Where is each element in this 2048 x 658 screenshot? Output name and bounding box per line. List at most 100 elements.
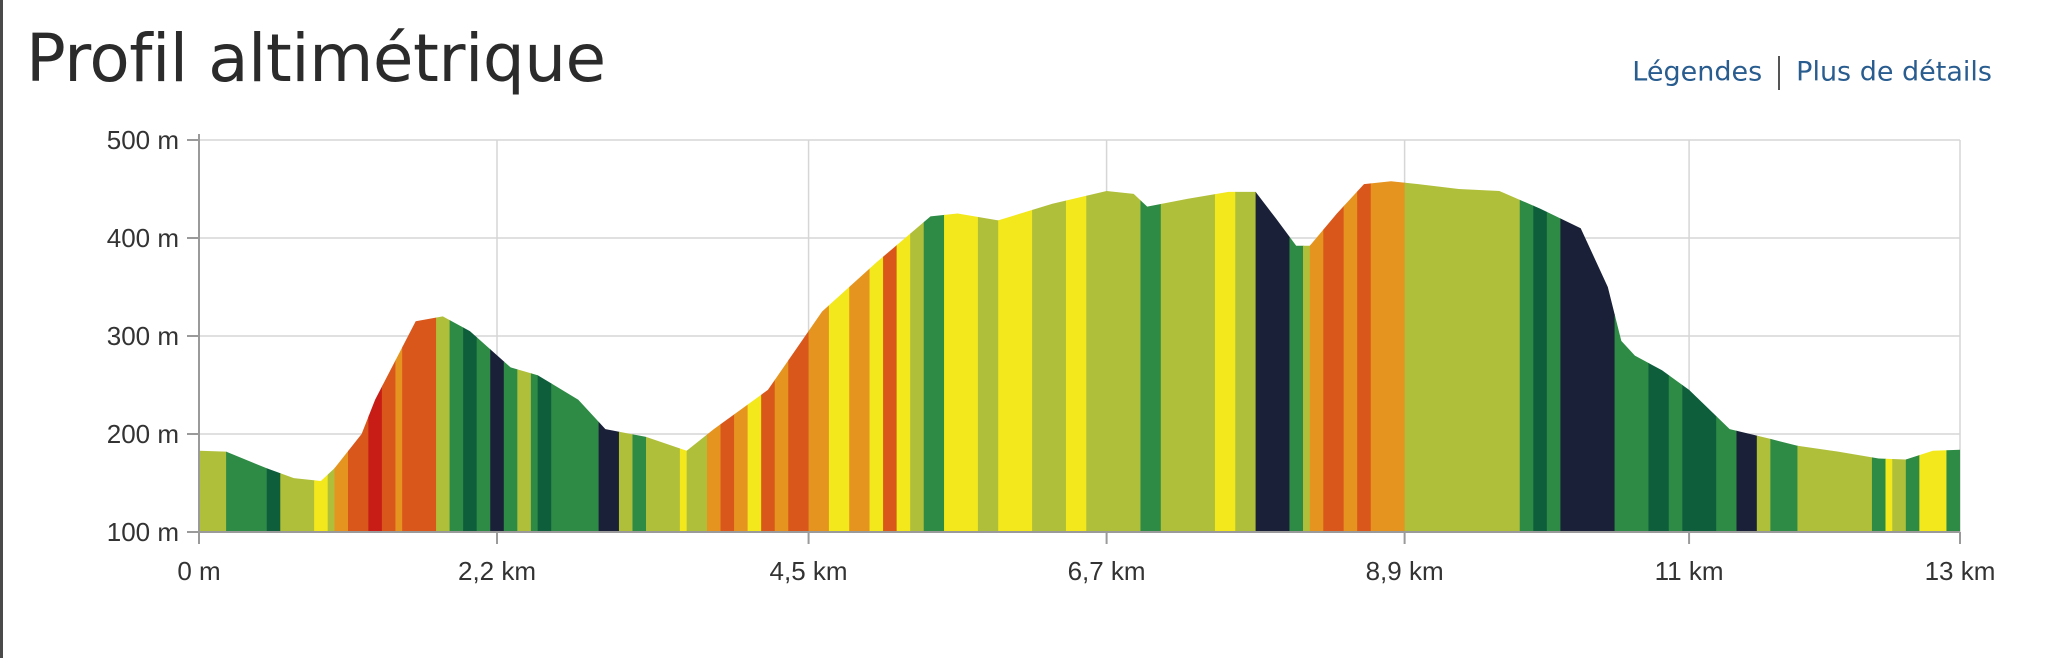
legend-link[interactable]: Légendes — [1632, 56, 1763, 88]
slope-segment — [1140, 181, 1162, 532]
details-link[interactable]: Plus de détails — [1796, 56, 1992, 88]
slope-segment — [774, 181, 789, 532]
slope-segment — [1404, 181, 1521, 532]
slope-segment — [503, 181, 518, 532]
slope-segment — [944, 181, 979, 532]
slope-segment — [1255, 181, 1291, 532]
slope-segment — [1309, 181, 1324, 532]
slope-segment — [1756, 181, 1771, 532]
slope-segment — [1614, 181, 1650, 532]
slope-segment — [381, 181, 397, 532]
slope-segment — [517, 181, 532, 532]
slope-segment — [348, 181, 369, 532]
header-links: Légendes Plus de détails — [1632, 56, 1992, 90]
slope-segment — [334, 181, 349, 532]
slope-segment — [1214, 181, 1236, 532]
slope-segment — [1086, 181, 1142, 532]
slope-segment — [1919, 181, 1948, 532]
slope-segment — [1303, 181, 1311, 532]
slope-segment — [910, 181, 925, 532]
x-tick-label: 2,2 km — [458, 556, 536, 586]
slope-segment — [618, 181, 634, 532]
slope-segment — [1546, 181, 1561, 532]
slope-segment — [314, 181, 329, 532]
slope-segment — [1668, 181, 1683, 532]
slope-segment — [402, 181, 437, 532]
slope-segment — [1885, 181, 1893, 532]
slope-segment — [1946, 181, 1960, 532]
slope-segment — [828, 181, 850, 532]
slope-segment — [734, 181, 749, 532]
axes: 100 m 200 m 300 m 400 m 500 m 0 m 2,2 km 4,5 km… — [107, 125, 1996, 586]
x-tick-label: 8,9 km — [1366, 556, 1444, 586]
slope-segment — [266, 181, 281, 532]
slope-segment — [1892, 181, 1907, 532]
slope-segment — [1648, 181, 1670, 532]
slope-segment — [530, 181, 539, 532]
slope-segment — [1533, 181, 1548, 532]
slope-segment — [436, 181, 451, 532]
slope-segment — [686, 181, 708, 532]
slope-segment — [1160, 181, 1216, 532]
link-separator — [1778, 56, 1781, 90]
page-title: Profil altimétrique — [26, 20, 606, 97]
slope-segment — [720, 181, 735, 532]
x-tick-label: 0 m — [177, 556, 220, 586]
slope-segment — [1343, 181, 1358, 532]
slope-segment — [706, 181, 722, 532]
slope-segment — [747, 181, 762, 532]
slope-segment — [632, 181, 647, 532]
slope-segment — [598, 181, 620, 532]
y-tick-label: 100 m — [107, 517, 179, 547]
slope-segment — [883, 181, 898, 532]
y-tick-label: 400 m — [107, 223, 179, 253]
elevation-profile-area — [199, 181, 1960, 532]
window-left-border — [0, 0, 3, 658]
x-tick-label: 11 km — [1655, 556, 1724, 586]
slope-segment — [1682, 181, 1717, 532]
slope-segment — [199, 181, 227, 532]
slope-segment — [551, 181, 600, 532]
slope-segment — [1235, 181, 1257, 532]
slope-segment — [788, 181, 810, 532]
slope-segment — [849, 181, 871, 532]
slope-segment — [1797, 181, 1873, 532]
slope-segment — [537, 181, 552, 532]
slope-segment — [1370, 181, 1406, 532]
slope-segment — [923, 181, 945, 532]
slope-segment — [1905, 181, 1920, 532]
slope-segment — [679, 181, 688, 532]
slope-segment — [1289, 181, 1304, 532]
slope-segment — [1716, 181, 1738, 532]
slope-segment — [1736, 181, 1758, 532]
x-tick-label: 13 km — [1925, 556, 1996, 586]
slope-segment — [761, 181, 776, 532]
x-tick-label: 6,7 km — [1068, 556, 1146, 586]
slope-segment — [808, 181, 830, 532]
slope-segment — [1357, 181, 1372, 532]
slope-segment — [1871, 181, 1887, 532]
slope-segment — [463, 181, 478, 532]
y-tick-label: 200 m — [107, 419, 179, 449]
slope-segment — [476, 181, 491, 532]
slope-segment — [998, 181, 1033, 532]
slope-segment — [869, 181, 884, 532]
x-tick-label: 4,5 km — [770, 556, 848, 586]
y-tick-label: 500 m — [107, 125, 179, 155]
slope-segment — [395, 181, 403, 532]
slope-segment — [368, 181, 383, 532]
slope-segment — [1519, 181, 1534, 532]
slope-segment — [1065, 181, 1087, 532]
slope-segment — [327, 181, 336, 532]
slope-segment — [896, 181, 911, 532]
slope-segment — [1770, 181, 1799, 532]
slope-segment — [1560, 181, 1616, 532]
slope-segment — [977, 181, 999, 532]
slope-segment — [1323, 181, 1345, 532]
y-tick-label: 300 m — [107, 321, 179, 351]
slope-segment — [449, 181, 464, 532]
slope-segment — [280, 181, 315, 532]
slope-segment — [1032, 181, 1067, 532]
slope-segment — [646, 181, 681, 532]
